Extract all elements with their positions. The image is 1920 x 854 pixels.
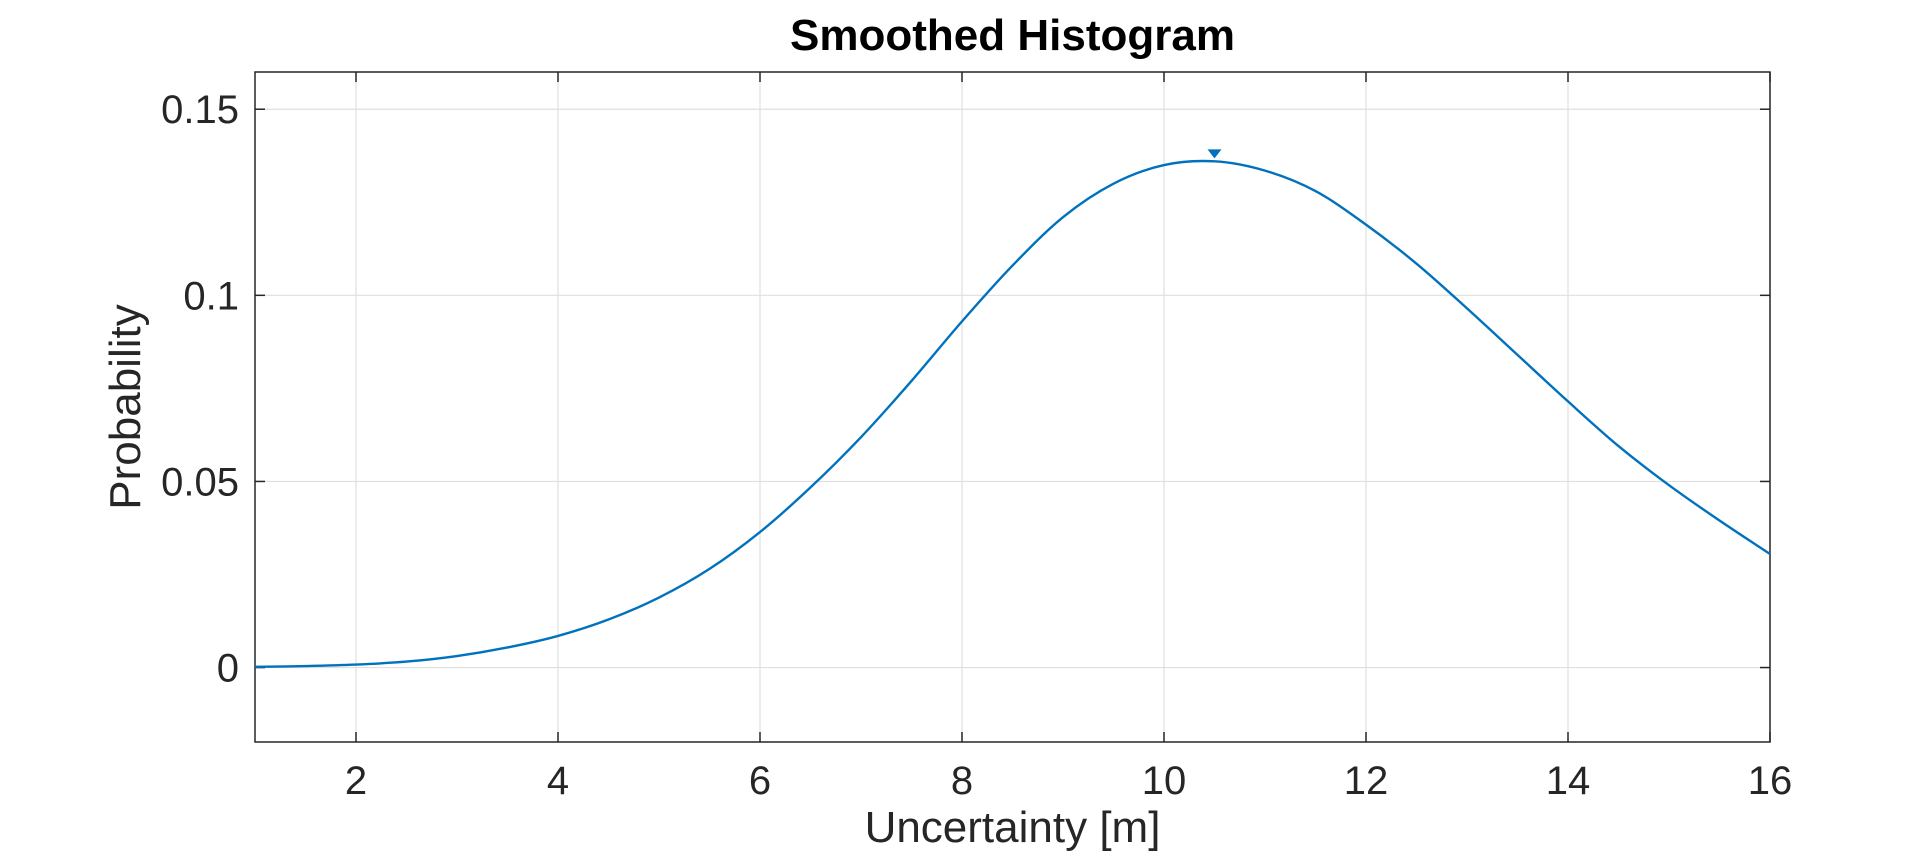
marker-layer [1207, 149, 1222, 159]
y-tick-labels: 0 0.05 0.1 0.15 [161, 88, 239, 690]
x-tick-label: 6 [749, 759, 771, 803]
y-tick-label: 0 [217, 647, 239, 691]
peak-marker [1207, 149, 1222, 159]
y-tick-label: 0.1 [183, 274, 239, 318]
grid-lines [255, 72, 1771, 742]
series-layer [254, 159, 1771, 669]
chart-title: Smoothed Histogram [790, 11, 1235, 60]
x-tick-label: 10 [1142, 759, 1187, 803]
tick-marks [255, 72, 1771, 742]
y-axis-label: Probability [101, 304, 150, 509]
x-axis-label: Uncertainty [m] [865, 803, 1161, 852]
x-tick-label: 2 [345, 759, 367, 803]
x-tick-labels: 2 4 6 8 10 12 14 16 [345, 759, 1792, 803]
x-tick-label: 14 [1546, 759, 1591, 803]
y-tick-label: 0.15 [161, 88, 239, 132]
x-tick-label: 12 [1344, 759, 1389, 803]
series-line [254, 159, 1771, 669]
axes-box [254, 71, 1771, 743]
x-tick-label: 16 [1748, 759, 1793, 803]
y-tick-label: 0.05 [161, 460, 239, 504]
x-tick-label: 4 [547, 759, 569, 803]
x-tick-label: 8 [951, 759, 973, 803]
